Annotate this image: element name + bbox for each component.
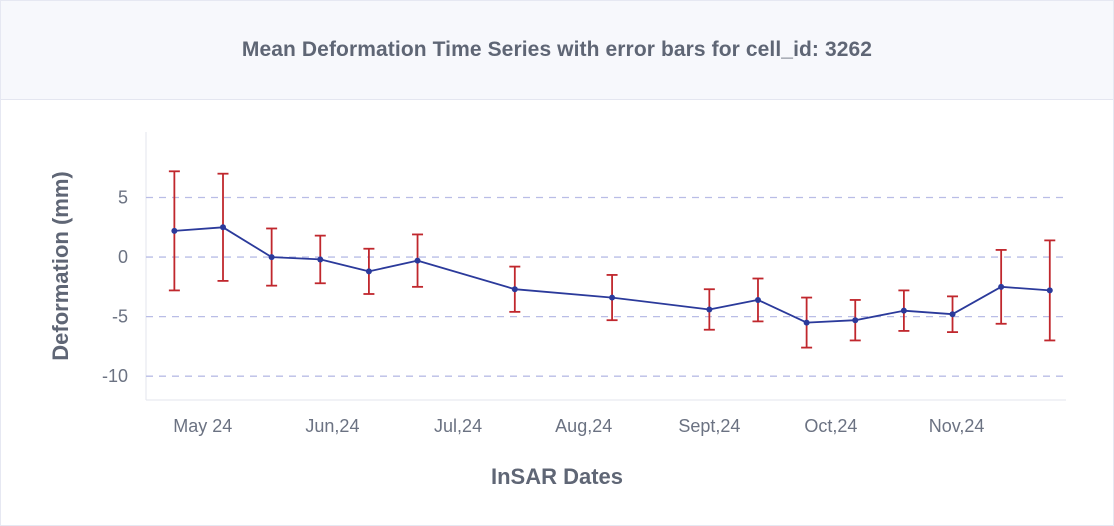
y-axis-title: Deformation (mm) — [48, 171, 73, 360]
y-tick-labels: 5 0 -5 -10 — [102, 188, 128, 387]
chart-header: Mean Deformation Time Series with error … — [1, 1, 1113, 100]
data-point — [949, 311, 956, 318]
x-tick-label: Nov,24 — [929, 416, 985, 436]
data-point — [609, 294, 616, 301]
data-points — [171, 224, 1053, 326]
x-tick-label: May 24 — [173, 416, 232, 436]
y-tick-label: -10 — [102, 366, 128, 386]
data-point — [511, 286, 518, 293]
data-point — [706, 306, 713, 313]
data-point — [317, 256, 324, 263]
data-point — [414, 257, 421, 264]
x-tick-label: Oct,24 — [804, 416, 857, 436]
data-point — [1046, 287, 1053, 294]
series-line-group — [174, 226, 1050, 324]
chart-title: Mean Deformation Time Series with error … — [241, 38, 873, 61]
y-axis-line — [145, 132, 1066, 401]
grid-lines — [146, 196, 1066, 377]
x-tick-label: Jun,24 — [305, 416, 359, 436]
y-tick-label: 0 — [118, 247, 128, 267]
x-tick-label: Jul,24 — [434, 416, 482, 436]
data-point — [365, 268, 372, 275]
y-tick-label: 5 — [118, 188, 128, 208]
x-tick-label: Sept,24 — [678, 416, 740, 436]
data-point — [803, 319, 810, 326]
y-tick-label: -5 — [112, 307, 128, 327]
data-point — [900, 307, 907, 314]
error-bars — [168, 170, 1056, 349]
x-tick-label: Aug,24 — [555, 416, 612, 436]
data-point — [998, 283, 1005, 290]
x-axis-title: InSAR Dates — [491, 464, 623, 489]
data-point — [220, 224, 227, 231]
series-line — [174, 226, 1050, 324]
data-point — [268, 254, 275, 261]
data-point — [852, 317, 859, 324]
data-point — [171, 227, 178, 234]
x-tick-labels: May 24 Jun,24 Jul,24 Aug,24 Sept,24 Oct,24 Nov… — [173, 416, 984, 436]
data-point — [754, 296, 761, 303]
